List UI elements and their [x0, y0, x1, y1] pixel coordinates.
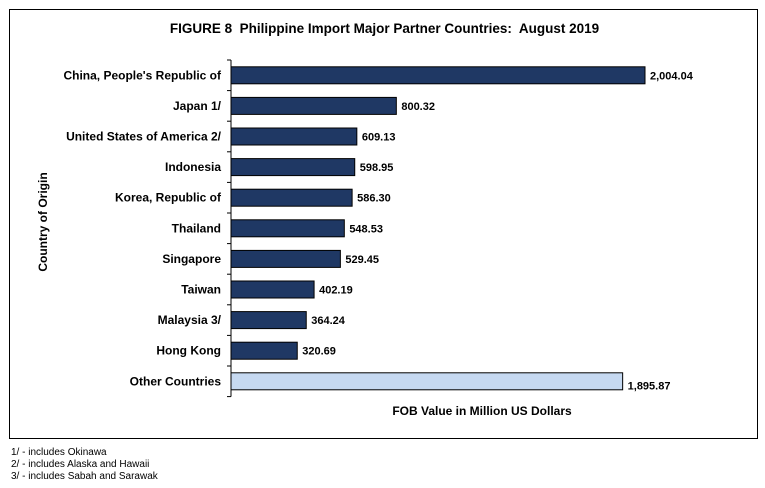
value-label: 320.69 [302, 346, 336, 358]
value-label: 364.24 [311, 315, 346, 327]
category-label: United States of America 2/ [66, 130, 222, 144]
value-label: 1,895.87 [628, 380, 671, 392]
category-label: China, People's Republic of [63, 68, 222, 82]
footnotes: 1/ - includes Okinawa 2/ - includes Alas… [11, 447, 158, 483]
value-label: 402.19 [319, 285, 353, 297]
value-label: 586.30 [357, 193, 391, 205]
bar [230, 341, 298, 360]
value-label: 609.13 [362, 132, 396, 144]
category-label: Indonesia [165, 160, 221, 174]
bar [230, 249, 341, 268]
category-label: Taiwan [181, 283, 221, 297]
category-label: Thailand [172, 221, 221, 235]
bar [230, 96, 397, 115]
bar [230, 280, 315, 299]
footnote-2: 2/ - includes Alaska and Hawaii [11, 459, 150, 470]
bar [230, 372, 624, 391]
value-label: 2,004.04 [650, 70, 694, 82]
value-label: 548.53 [349, 223, 383, 235]
category-label: Other Countries [130, 374, 222, 388]
value-label: 529.45 [345, 254, 379, 266]
category-label: Malaysia 3/ [158, 313, 222, 327]
bar [230, 219, 345, 238]
chart-title: FIGURE 8 Philippine Import Major Partner… [169, 21, 600, 36]
x-axis-label: FOB Value in Million US Dollars [392, 404, 572, 418]
bar [230, 311, 307, 330]
category-label: Singapore [162, 252, 221, 266]
bar [230, 127, 358, 146]
value-label: 800.32 [401, 101, 435, 113]
bar [230, 158, 356, 177]
value-label: 598.95 [360, 162, 394, 174]
category-label: Hong Kong [156, 344, 221, 358]
footnote-1: 1/ - includes Okinawa [11, 447, 107, 458]
bar [230, 66, 646, 85]
category-label: Korea, Republic of [115, 191, 222, 205]
category-label: Japan 1/ [173, 99, 222, 113]
footnote-3: 3/ - includes Sabah and Sarawak [11, 471, 158, 482]
bar [230, 188, 353, 207]
bar-chart-plot: China, People's Republic of 2,004.04 Japan… [63, 59, 694, 398]
